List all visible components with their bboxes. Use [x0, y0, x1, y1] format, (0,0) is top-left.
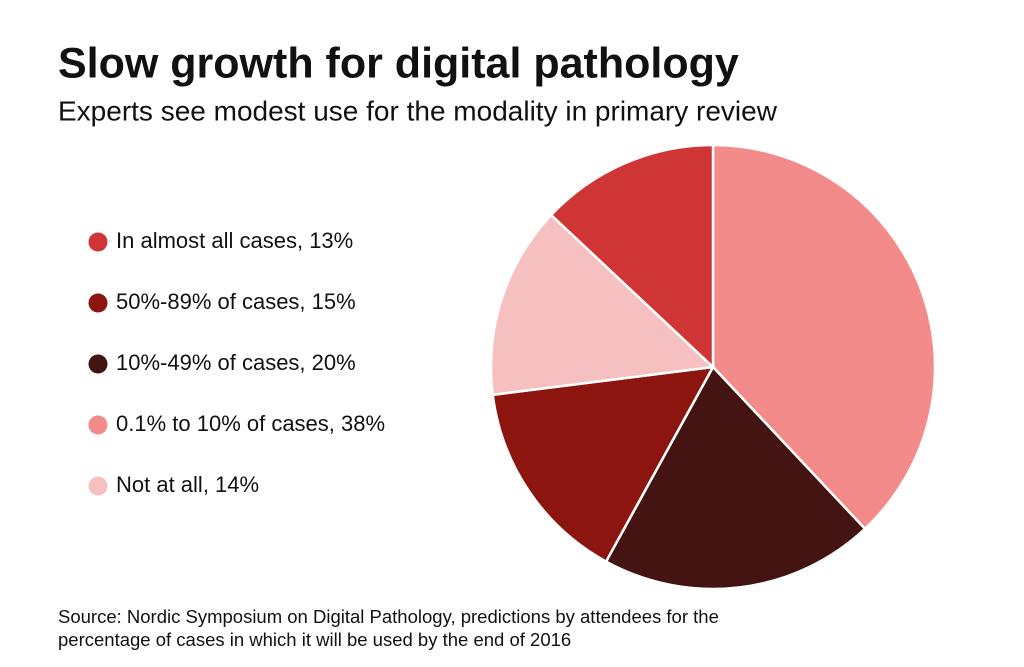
- legend-swatch: [88, 354, 108, 374]
- source-note: percentage of cases in which it will be …: [58, 629, 571, 650]
- legend-label: 0.1% to 10% of cases, 38%: [116, 411, 385, 436]
- chart-title: Slow growth for digital pathology: [58, 39, 739, 87]
- legend-label: 10%-49% of cases, 20%: [116, 350, 356, 375]
- pie-slice: [604, 364, 867, 591]
- legend-swatch: [88, 293, 108, 313]
- legend-swatch: [88, 232, 108, 252]
- legend-swatch: [88, 476, 108, 496]
- legend-label: In almost all cases, 13%: [116, 228, 353, 253]
- source-note: Source: Nordic Symposium on Digital Path…: [58, 606, 719, 627]
- legend-label: Not at all, 14%: [116, 472, 259, 497]
- pie-slice: [491, 365, 716, 564]
- pie-slice: [549, 143, 715, 370]
- legend-swatch: [88, 415, 108, 435]
- pie-slice: [711, 143, 937, 531]
- legend-label: 50%-89% of cases, 15%: [116, 289, 356, 314]
- chart-subtitle: Experts see modest use for the modality …: [58, 95, 778, 126]
- pie-slice: [489, 213, 716, 397]
